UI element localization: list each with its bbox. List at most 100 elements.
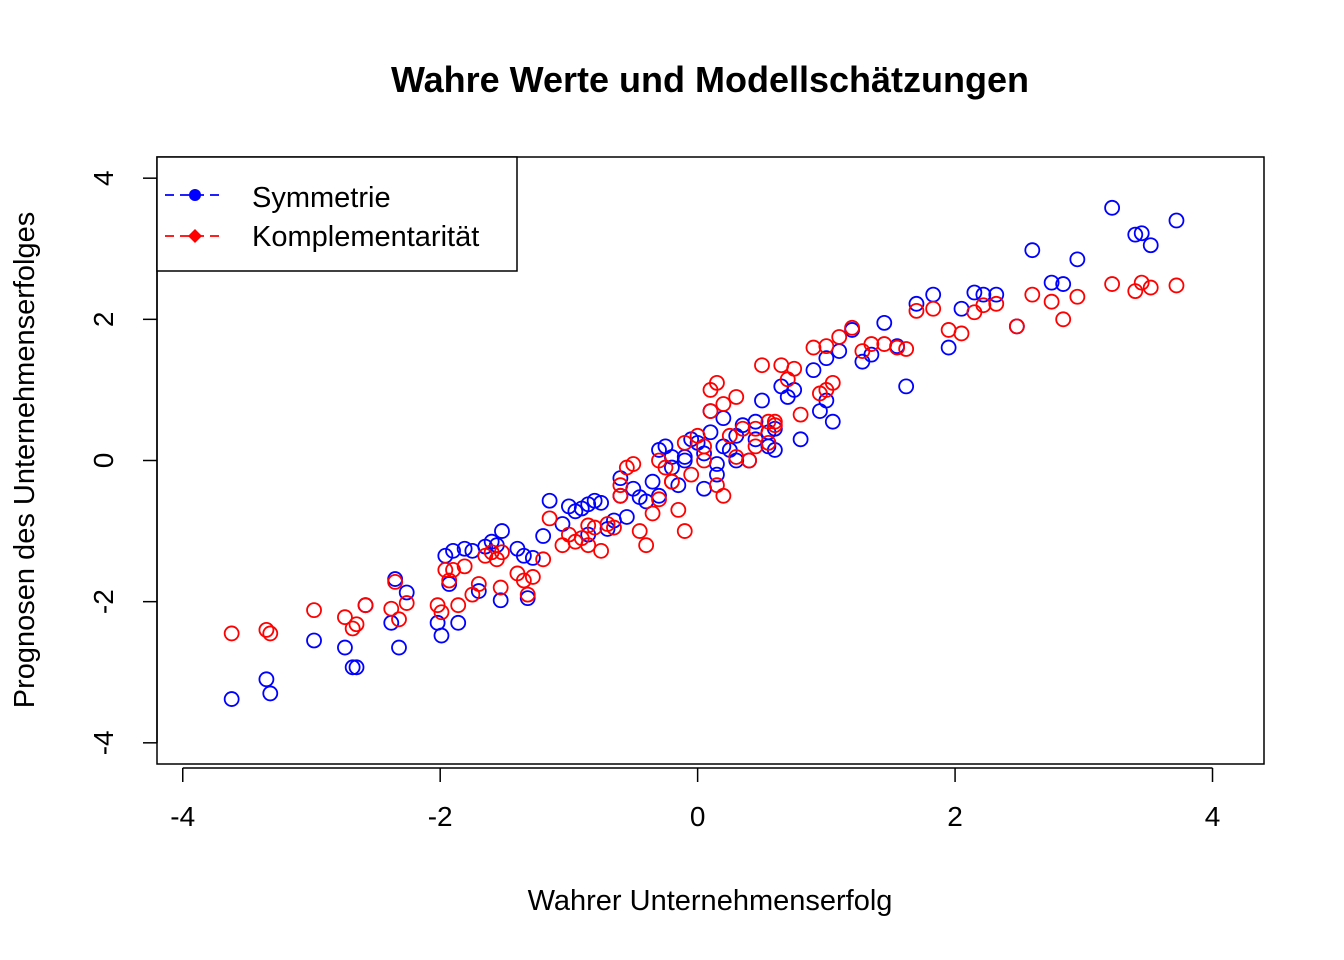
data-point bbox=[792, 406, 809, 423]
y-axis: -4 -2 0 2 4 bbox=[88, 170, 158, 755]
data-point bbox=[1043, 293, 1060, 310]
data-point bbox=[676, 523, 693, 539]
data-point bbox=[676, 449, 693, 465]
data-point bbox=[387, 574, 404, 590]
data-point bbox=[715, 410, 732, 427]
y-axis-label: Prognosen des Unternehmenserfolges bbox=[9, 212, 41, 709]
legend: Symmetrie Komplementarität bbox=[156, 156, 518, 272]
x-tick-label: 0 bbox=[690, 801, 706, 832]
x-tick-label: 4 bbox=[1205, 801, 1221, 832]
data-point bbox=[702, 403, 719, 419]
data-point bbox=[709, 466, 725, 483]
data-point bbox=[663, 449, 680, 465]
data-point bbox=[818, 382, 835, 398]
data-point bbox=[631, 523, 648, 539]
data-point bbox=[663, 473, 680, 490]
data-point bbox=[975, 297, 992, 314]
data-point bbox=[515, 547, 532, 564]
data-point bbox=[456, 558, 473, 575]
data-point bbox=[966, 304, 983, 321]
data-point bbox=[786, 360, 803, 377]
data-point bbox=[889, 339, 906, 356]
data-point bbox=[492, 592, 509, 609]
data-point bbox=[437, 562, 454, 578]
y-tick-label: 2 bbox=[88, 312, 119, 328]
data-point bbox=[554, 516, 571, 532]
data-point bbox=[580, 537, 597, 554]
y-tick-label: 0 bbox=[88, 453, 119, 469]
data-point bbox=[391, 639, 407, 656]
data-point bbox=[554, 537, 571, 554]
data-point bbox=[456, 540, 473, 557]
data-point bbox=[925, 300, 942, 317]
data-point bbox=[805, 339, 822, 356]
data-point bbox=[696, 452, 712, 469]
data-point bbox=[492, 579, 509, 596]
data-point bbox=[940, 339, 957, 356]
data-point bbox=[306, 602, 322, 619]
x-tick-label: 2 bbox=[947, 801, 963, 832]
data-point bbox=[988, 286, 1005, 303]
data-point bbox=[1104, 199, 1121, 216]
data-point bbox=[535, 528, 552, 544]
data-point bbox=[348, 659, 365, 676]
data-point bbox=[1024, 286, 1041, 303]
x-tick-label: -2 bbox=[428, 801, 453, 832]
data-point bbox=[470, 576, 487, 592]
data-point bbox=[854, 343, 871, 359]
data-point bbox=[876, 336, 893, 352]
data-point bbox=[398, 595, 415, 611]
x-axis: -4 -2 0 2 4 bbox=[170, 767, 1221, 832]
data-point bbox=[1055, 276, 1072, 292]
data-point bbox=[258, 671, 275, 688]
data-point bbox=[223, 625, 240, 642]
data-point bbox=[464, 542, 481, 559]
y-tick-label: -2 bbox=[88, 589, 119, 614]
data-point bbox=[754, 357, 770, 374]
data-point bbox=[344, 620, 361, 637]
data-point bbox=[1142, 279, 1159, 296]
legend-label-komplementaritaet: Komplementarität bbox=[252, 221, 479, 253]
data-point bbox=[433, 604, 450, 621]
legend-marker-symmetrie bbox=[189, 189, 201, 201]
data-point bbox=[966, 284, 983, 301]
data-point bbox=[696, 480, 712, 497]
data-point bbox=[898, 378, 915, 395]
data-point bbox=[337, 609, 353, 626]
data-point bbox=[953, 300, 970, 317]
data-point bbox=[262, 625, 279, 642]
data-point bbox=[445, 562, 461, 578]
data-point bbox=[524, 569, 541, 585]
data-point bbox=[262, 685, 279, 702]
data-point bbox=[925, 286, 942, 303]
legend-label-symmetrie: Symmetrie bbox=[252, 182, 391, 214]
data-point bbox=[953, 325, 970, 342]
data-point bbox=[844, 319, 860, 336]
data-point bbox=[306, 632, 322, 649]
data-point bbox=[612, 487, 629, 504]
data-point bbox=[709, 477, 725, 494]
data-point bbox=[398, 584, 415, 601]
data-point bbox=[975, 286, 992, 303]
data-point bbox=[676, 452, 693, 469]
data-point bbox=[450, 597, 467, 614]
data-point bbox=[715, 487, 732, 504]
data-point bbox=[1168, 277, 1185, 294]
data-point bbox=[1043, 274, 1060, 291]
data-point bbox=[651, 491, 667, 508]
data-point bbox=[519, 586, 536, 603]
data-point bbox=[618, 509, 635, 525]
data-point bbox=[715, 396, 732, 412]
data-point bbox=[1127, 226, 1144, 243]
data-point bbox=[760, 434, 777, 451]
data-point bbox=[728, 389, 745, 405]
data-point bbox=[702, 382, 719, 398]
data-point bbox=[586, 492, 603, 509]
data-point bbox=[1133, 274, 1150, 291]
data-point bbox=[441, 572, 458, 589]
data-point bbox=[721, 427, 738, 444]
data-point bbox=[773, 357, 790, 374]
data-point bbox=[728, 452, 745, 469]
data-point bbox=[612, 477, 629, 494]
